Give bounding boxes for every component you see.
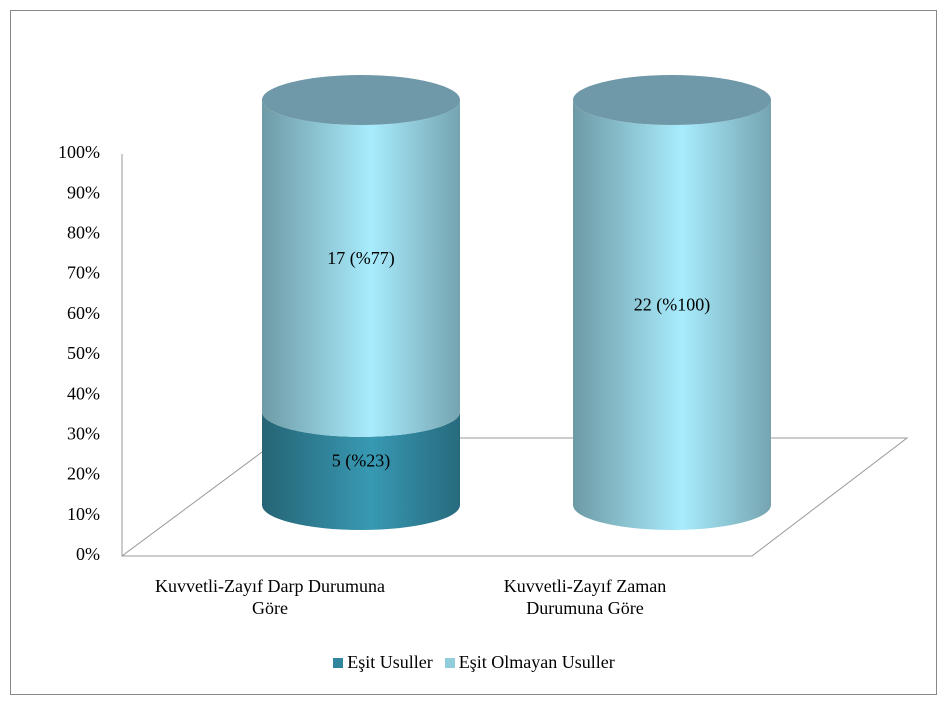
y-tick-label: 10%: [67, 504, 100, 524]
legend-item: Eşit Usuller: [333, 652, 433, 673]
cylinder-top: [262, 75, 460, 125]
y-tick-label: 30%: [67, 424, 100, 444]
data-label: 17 (%77): [327, 248, 394, 269]
cylinder-top: [573, 75, 771, 125]
y-tick-label: 20%: [67, 464, 100, 484]
data-label: 5 (%23): [332, 451, 390, 472]
x-tick-label: Kuvvetli-Zayıf Zaman Durumuna Göre: [503, 576, 667, 618]
y-tick-label: 70%: [67, 263, 100, 283]
y-tick-label: 80%: [67, 223, 100, 243]
y-tick-label: 100%: [58, 142, 100, 162]
y-tick-label: 90%: [67, 182, 100, 202]
cylinder-segment: [262, 411, 460, 530]
y-tick-label: 40%: [67, 383, 100, 403]
cylinder-segment: [573, 100, 771, 530]
y-tick-label: 50%: [67, 343, 100, 363]
legend-label: Eşit Olmayan Usuller: [458, 652, 615, 672]
data-label: 22 (%100): [634, 295, 710, 316]
y-tick-label: 60%: [67, 303, 100, 323]
legend: Eşit Usuller Eşit Olmayan Usuller: [0, 652, 948, 673]
x-tick-label: Kuvvetli-Zayıf Darp Durumuna Göre: [155, 576, 385, 618]
y-tick-label: 0%: [76, 544, 100, 564]
frame: [10, 10, 937, 695]
legend-swatch: [333, 658, 344, 668]
legend-swatch: [444, 658, 455, 668]
cylinder-segment: [262, 100, 460, 437]
floor: [121, 154, 909, 557]
legend-label: Eşit Usuller: [347, 652, 433, 672]
legend-item: Eşit Olmayan Usuller: [444, 652, 615, 673]
